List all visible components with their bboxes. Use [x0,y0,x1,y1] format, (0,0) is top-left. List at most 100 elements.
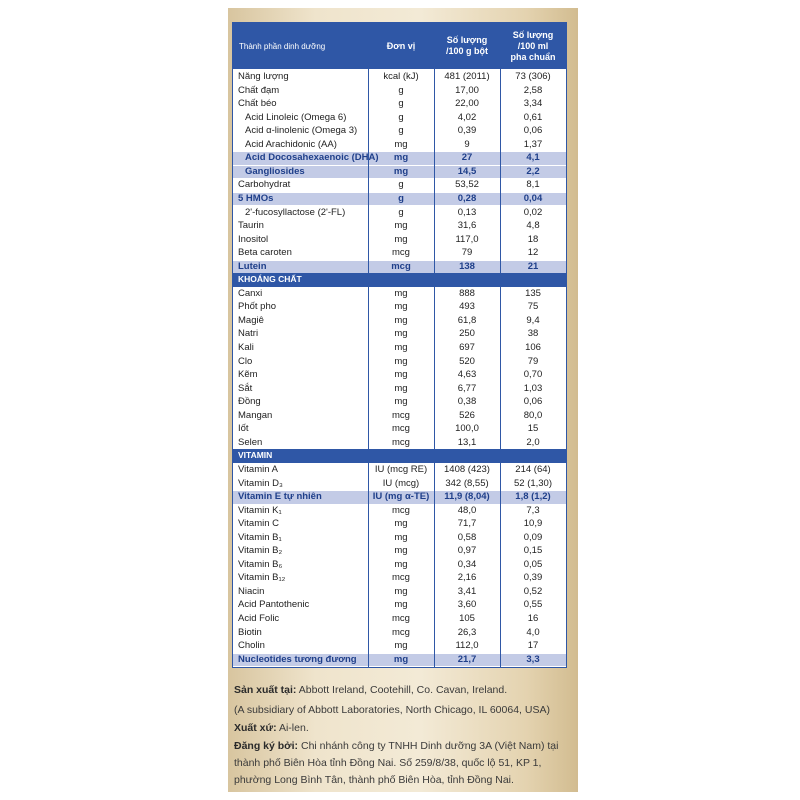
nutrient-name: Kẽm [238,369,258,381]
section-title: KHOÁNG CHẤT [238,274,302,285]
nutrient-name: Acid Folic [238,613,280,624]
amount: 0,02 [523,206,543,218]
footer-text: phường Long Bình Tân, thành phố Biên Hòa… [234,774,514,786]
amount: 0,28 [457,192,477,204]
amount: 15 [527,423,539,435]
highlight-row [233,152,566,165]
amount: 26,3 [457,626,477,638]
nutrient-name: Canxi [238,287,263,299]
amount: 1,37 [523,138,543,150]
amount: 520 [459,355,475,367]
amount: 22,00 [455,98,479,110]
amount: 9,4 [526,314,540,326]
column-divider [434,23,435,667]
nutrient-name: Acid Arachidonic (AA) [245,138,337,150]
amount: 0,06 [523,396,543,408]
amount: 2,2 [526,165,540,177]
amount: 112,0 [455,640,479,652]
unit: mg [394,287,408,299]
unit: mcg [392,436,410,448]
footer-text: thành phố Biên Hòa tỉnh Đồng Nai. Số 259… [234,757,542,769]
amount: 4,02 [457,111,477,123]
unit: IU (mg α-TE) [372,491,430,503]
footer-text: Ai-len. [278,722,309,734]
footer-text: (A subsidiary of Abbott Laboratories, No… [234,704,550,716]
nutrient-name: Taurin [238,220,264,232]
unit: IU (mcg) [382,477,420,489]
header-line: /100 g bột [445,46,488,56]
amount: 2,16 [457,572,477,584]
highlight-row [233,192,566,206]
unit: g [398,125,404,137]
footer-line: Đăng ký bởi: Chi nhánh công ty TNHH Dinh… [234,740,558,752]
amount: 0,58 [457,531,477,543]
nutrient-name: Vitamin B₁ [238,531,282,543]
unit: mg [393,165,409,177]
nutrient-name: Acid α-linolenic (Omega 3) [245,125,358,137]
amount: 61,8 [457,314,477,326]
amount: 3,60 [457,599,477,611]
amount: 9 [464,138,470,150]
amount: 10,9 [523,518,543,530]
nutrient-name: Niacin [238,585,265,597]
amount: 342 (8,55) [445,477,489,489]
amount: 135 [525,287,541,299]
nutrient-name: Phốt pho [238,301,277,313]
amount: 4,8 [526,220,540,232]
amount: 0,34 [457,558,477,570]
unit: mcg [392,247,410,259]
amount: 75 [527,301,539,313]
amount: 4,63 [457,369,477,381]
amount: 1,03 [523,382,543,394]
amount: 2,58 [523,84,543,96]
amount: 7,3 [526,504,540,516]
unit: mg [394,545,408,557]
amount: 27 [461,152,473,164]
unit: g [398,98,404,110]
footer-text: Chi nhánh công ty TNHH Dinh dưỡng 3A (Vi… [300,740,559,752]
unit: mg [394,518,408,530]
amount: 4,1 [526,152,540,164]
amount: 71,7 [457,518,477,530]
nutrient-name: Beta caroten [238,247,292,259]
footer-label: Đăng ký bởi: [234,740,299,752]
highlight-row [233,260,566,274]
amount: 1408 (423) [444,463,490,475]
column-divider [500,23,501,667]
amount: 48,0 [457,504,477,516]
amount: 21 [527,260,539,272]
unit: IU (mcg RE) [374,463,428,475]
column-header: Số lượng/100 g bột [434,35,500,57]
amount: 250 [459,328,475,340]
nutrient-name: Kali [238,342,254,353]
footer-line: phường Long Bình Tân, thành phố Biên Hòa… [234,774,514,786]
nutrient-name: Gangliosides [245,165,305,177]
amount: 53,52 [455,179,479,191]
nutrient-name: Chất đạm [238,84,280,96]
header-line: Số lượng [446,35,488,45]
nutrient-name: Carbohydrat [238,179,291,191]
amount: 6,77 [457,382,477,394]
unit: mg [394,342,408,353]
nutrient-name: Cholin [238,640,265,652]
unit: mg [394,138,408,150]
column-header: Đơn vị [368,41,434,52]
amount: 31,6 [457,220,477,232]
nutrition-table: Thành phần dinh dưỡng Đơn vị Số lượng/100 … [232,22,567,668]
unit: mg [394,301,408,313]
amount: 0,39 [457,125,477,137]
amount: 526 [459,409,475,421]
nutrient-name: Nucleotides tương đương [238,653,357,665]
amount: 2,0 [526,436,540,448]
unit: mg [394,369,408,381]
footer-label: Xuất xứ: [234,722,277,734]
amount: 17 [527,640,539,652]
footer-line: Sản xuất tại: Abbott Ireland, Cootehill,… [234,684,507,696]
nutrient-name: Vitamin B₁₂ [238,572,286,584]
unit: mg [394,314,408,326]
footer-label: Sản xuất tại: [234,684,297,696]
nutrient-name: Vitamin D₃ [238,477,283,489]
unit: mcg [392,409,410,421]
highlight-row [233,165,566,179]
